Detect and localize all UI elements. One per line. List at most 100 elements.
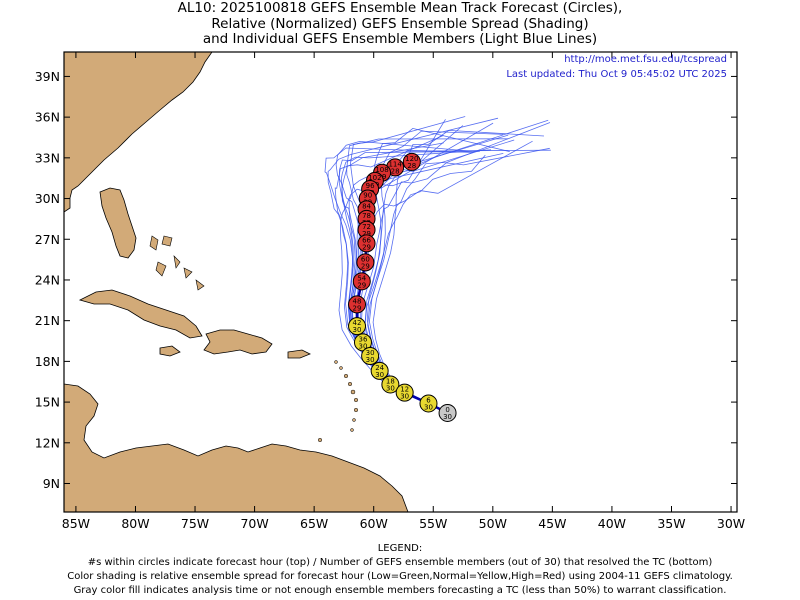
forecast-circle [357, 234, 376, 253]
forecast-point: 630 [419, 394, 438, 413]
lat-tick-label: 36N [35, 110, 60, 125]
ocean-background [64, 52, 737, 512]
mean-track-circles: 1202811428108291022996299029842978297229… [348, 152, 457, 422]
bahamas-islands [149, 235, 205, 291]
lat-tick-label: 21N [35, 313, 60, 328]
lat-tick-label: 9N [43, 476, 60, 491]
forecast-hour: 96 [366, 182, 375, 190]
forecast-circle [381, 375, 400, 394]
member-count: 30 [386, 384, 395, 392]
member-count: 30 [400, 393, 409, 401]
forecast-circle [348, 317, 367, 336]
last-updated: Last updated: Thu Oct 9 05:45:02 UTC 202… [506, 69, 727, 80]
source-url[interactable]: http://moe.met.fsu.edu/tcspread [564, 54, 727, 65]
forecast-hour: 6 [426, 396, 431, 404]
forecast-point: 030 [438, 403, 457, 422]
lesser-antilles-islands [317, 360, 359, 443]
puerto-rico-land [287, 349, 311, 359]
hispaniola-land [203, 329, 273, 355]
member-count: 30 [424, 403, 433, 411]
map-title-line-3: and Individual GEFS Ensemble Members (Li… [202, 31, 598, 47]
forecast-hour: 60 [361, 255, 370, 263]
member-count: 29 [362, 243, 371, 251]
member-count: 30 [443, 413, 452, 421]
forecast-hour: 24 [375, 364, 384, 372]
forecast-hour: 0 [445, 406, 449, 414]
forecast-hour: 12 [400, 386, 409, 394]
lon-tick-label: 50W [479, 516, 507, 531]
legend-heading: LEGEND: [377, 543, 423, 554]
legend-line-2: Color shading is relative ensemble sprea… [67, 571, 733, 582]
member-count: 29 [357, 281, 366, 289]
forecast-circle [395, 383, 414, 402]
member-count: 29 [362, 230, 371, 238]
forecast-circle [352, 272, 371, 291]
lon-tick-label: 75W [181, 516, 209, 531]
forecast-hour: 108 [375, 166, 388, 174]
forecast-circle [370, 361, 389, 380]
lon-tick-label: 30W [717, 516, 745, 531]
map-title-line-2: Relative (Normalized) GEFS Ensemble Spre… [211, 16, 589, 32]
lat-tick-label: 12N [35, 435, 60, 450]
forecast-circle [402, 152, 421, 171]
lat-tick-label: 33N [35, 150, 60, 165]
cuba-land [78, 289, 203, 339]
lat-tick-label: 18N [35, 354, 60, 369]
forecast-hour: 120 [405, 155, 418, 163]
forecast-hour: 48 [353, 297, 362, 305]
forecast-circle [356, 253, 375, 272]
forecast-circle [361, 346, 380, 365]
north-america-land [64, 52, 213, 259]
forecast-hour: 36 [359, 335, 368, 343]
forecast-hour: 72 [362, 223, 371, 231]
member-count: 30 [366, 356, 375, 364]
member-count: 28 [407, 162, 416, 170]
lon-tick-label: 45W [538, 516, 566, 531]
forecast-hour: 66 [362, 236, 371, 244]
lon-tick-label: 55W [419, 516, 447, 531]
member-count: 29 [361, 262, 370, 270]
lon-tick-label: 65W [300, 516, 328, 531]
forecast-circle [438, 403, 457, 422]
forecast-hour: 78 [362, 212, 371, 220]
lon-tick-label: 40W [598, 516, 626, 531]
axis-ticks [64, 52, 737, 512]
forecast-circle [348, 295, 367, 314]
forecast-hour: 42 [353, 319, 362, 327]
member-count: 28 [391, 167, 400, 175]
legend-line-1: #s within circles indicate forecast hour… [87, 557, 713, 568]
lat-tick-label: 24N [35, 272, 60, 287]
forecast-hour: 102 [368, 174, 381, 182]
land-layer [64, 52, 409, 512]
lat-tick-label: 39N [35, 69, 60, 84]
member-count: 30 [353, 326, 362, 334]
latitude-tick-labels: 39N 36N 33N 30N 27N 24N 21N 18N 15N 12N 9N [35, 69, 60, 491]
lon-tick-label: 60W [360, 516, 388, 531]
lat-tick-label: 27N [35, 232, 60, 247]
member-count: 30 [359, 342, 368, 350]
forecast-hour: 90 [363, 192, 372, 200]
map-frame [63, 51, 738, 513]
lon-tick-label: 80W [121, 516, 149, 531]
legend-line-3: Gray color fill indicates analysis time … [73, 585, 727, 596]
lon-tick-label: 70W [240, 516, 268, 531]
map-title-line-1: AL10: 2025100818 GEFS Ensemble Mean Trac… [177, 0, 623, 16]
forecast-hour: 84 [362, 202, 371, 210]
south-america-land [64, 383, 409, 512]
lon-tick-label: 35W [657, 516, 685, 531]
lat-tick-label: 15N [35, 395, 60, 410]
forecast-hour: 30 [366, 349, 375, 357]
member-count: 30 [375, 371, 384, 379]
